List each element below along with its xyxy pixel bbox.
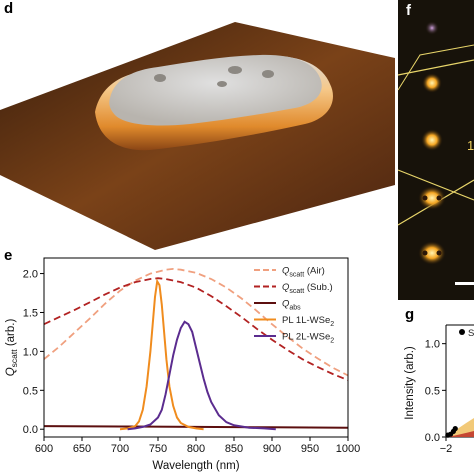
x-tick-label: 1000 — [336, 443, 360, 455]
afm-bump — [154, 74, 166, 82]
legend-label: Qscatt (Sub.) — [282, 282, 333, 295]
y-tick-label: 1.5 — [23, 307, 38, 319]
nanoparticle-spot — [425, 21, 439, 35]
afm-bump — [262, 70, 274, 78]
g-x-tick-label: −2 — [440, 443, 453, 455]
panel-letter-g: g — [405, 306, 415, 323]
y-tick-label: 0.5 — [23, 385, 38, 397]
nanoparticle-spot — [421, 129, 443, 151]
dimer-gap — [422, 250, 428, 256]
series-line — [127, 320, 276, 431]
g-data-point — [452, 426, 458, 432]
x-tick-label: 900 — [263, 443, 281, 455]
dimer-gap — [422, 195, 428, 201]
g-y-tick-label: 0.5 — [425, 385, 440, 397]
series-line — [119, 278, 204, 431]
g-y-axis-label: Intensity (arb.) — [404, 346, 416, 420]
flake-edge — [397, 169, 474, 201]
afm-bump — [217, 81, 227, 87]
x-tick-label: 800 — [187, 443, 205, 455]
flake-edge — [397, 59, 474, 76]
panel-letter-d: d — [4, 0, 14, 17]
afm-bump — [228, 66, 242, 74]
g-y-tick-label: 0.0 — [425, 432, 440, 444]
g-fill-area — [448, 431, 474, 437]
y-tick-label: 0.0 — [23, 424, 38, 436]
g-legend-label: S — [468, 328, 474, 339]
nanoparticle-spot — [418, 241, 446, 265]
y-tick-label: 2.0 — [23, 269, 38, 281]
legend-label: PL 1L-WSe2 — [282, 315, 334, 328]
series-line — [44, 425, 348, 429]
panel-letter-e: e — [4, 247, 13, 264]
legend-label: Qabs — [282, 299, 301, 312]
legend-label: Qscatt (Air) — [282, 266, 325, 279]
panel-letter-f: f — [406, 2, 411, 19]
x-tick-label: 850 — [225, 443, 243, 455]
x-tick-label: 700 — [111, 443, 129, 455]
x-axis-label: Wavelength (nm) — [152, 460, 239, 472]
dimer-gap — [436, 250, 442, 256]
x-tick-label: 600 — [35, 443, 53, 455]
dimer-gap — [436, 195, 442, 201]
y-tick-label: 1.0 — [23, 346, 38, 358]
scale-bar — [455, 282, 474, 285]
g-legend-marker — [459, 329, 465, 335]
flake-edge — [397, 44, 474, 91]
micrograph-label: 1 — [467, 138, 474, 153]
nanoparticle-spot — [422, 73, 442, 93]
g-y-tick-label: 1.0 — [425, 339, 440, 351]
x-tick-label: 650 — [73, 443, 91, 455]
x-tick-label: 750 — [149, 443, 167, 455]
series-line — [44, 267, 348, 377]
nanoparticle-spot — [418, 186, 446, 210]
series-line — [44, 277, 348, 382]
x-tick-label: 950 — [301, 443, 319, 455]
y-axis-label: Qscatt (arb.) — [5, 319, 19, 377]
legend-label: PL 2L-WSe2 — [282, 332, 334, 345]
